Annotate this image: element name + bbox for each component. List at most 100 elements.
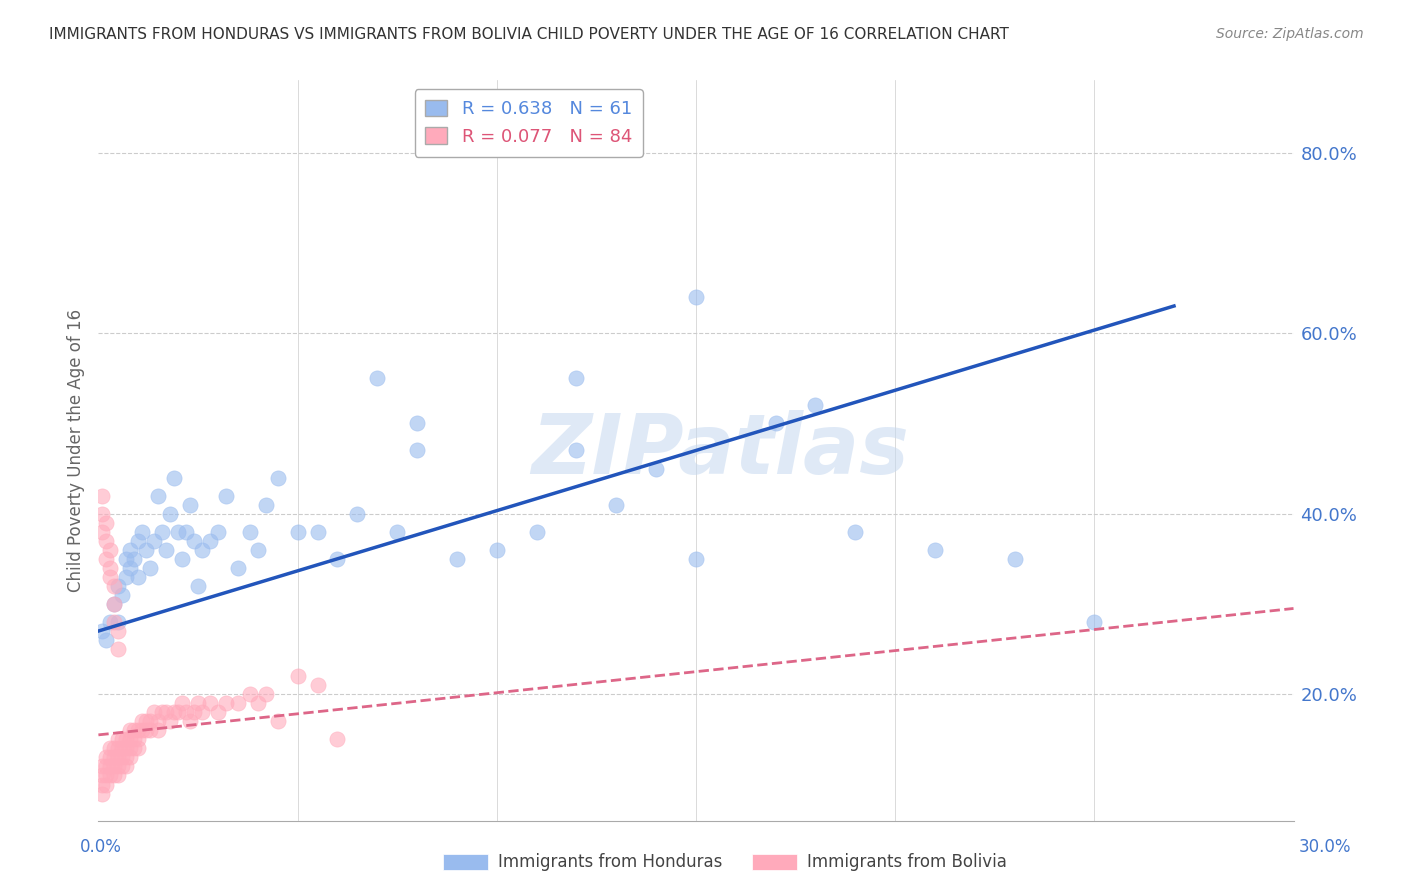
Point <box>139 723 162 738</box>
Point <box>215 696 238 710</box>
Point <box>120 561 142 575</box>
Point <box>91 524 114 539</box>
Point <box>111 750 134 764</box>
Point <box>254 687 277 701</box>
Point <box>148 723 170 738</box>
Point <box>685 551 707 566</box>
Point <box>254 498 277 512</box>
Point <box>167 706 190 720</box>
Point <box>107 579 129 593</box>
Point <box>98 561 122 575</box>
Point <box>103 768 125 782</box>
Point <box>198 696 221 710</box>
Point <box>103 741 125 756</box>
Point <box>207 524 229 539</box>
Point <box>565 371 588 385</box>
Point <box>103 579 125 593</box>
Point <box>924 542 946 557</box>
Point <box>226 696 249 710</box>
Point <box>307 678 329 692</box>
Point <box>96 633 118 648</box>
Point <box>150 706 173 720</box>
Y-axis label: Child Poverty Under the Age of 16: Child Poverty Under the Age of 16 <box>66 309 84 592</box>
Point <box>107 624 129 638</box>
Point <box>103 615 125 629</box>
Point <box>91 759 114 773</box>
Point <box>287 524 309 539</box>
Text: IMMIGRANTS FROM HONDURAS VS IMMIGRANTS FROM BOLIVIA CHILD POVERTY UNDER THE AGE : IMMIGRANTS FROM HONDURAS VS IMMIGRANTS F… <box>49 27 1010 42</box>
Point <box>91 768 114 782</box>
Point <box>239 687 262 701</box>
Point <box>127 570 149 584</box>
Point <box>159 507 181 521</box>
Point <box>179 498 201 512</box>
Point <box>155 706 177 720</box>
Point <box>207 706 229 720</box>
Point <box>131 524 153 539</box>
Point <box>191 542 214 557</box>
Point <box>96 551 118 566</box>
Text: Source: ZipAtlas.com: Source: ZipAtlas.com <box>1216 27 1364 41</box>
Point <box>96 533 118 548</box>
Point <box>179 714 201 729</box>
Point <box>107 615 129 629</box>
Point <box>385 524 409 539</box>
Point <box>96 750 118 764</box>
Point <box>198 533 221 548</box>
Text: ZIPatlas: ZIPatlas <box>531 410 908 491</box>
Point <box>96 516 118 530</box>
Point <box>91 778 114 792</box>
Point <box>115 570 138 584</box>
Point <box>96 778 118 792</box>
Point <box>124 732 146 747</box>
Point <box>765 417 787 431</box>
Point <box>98 768 122 782</box>
Point <box>326 551 349 566</box>
Point <box>124 551 146 566</box>
Point <box>187 579 209 593</box>
Point <box>155 542 177 557</box>
Point <box>124 723 146 738</box>
Point <box>135 542 157 557</box>
Point <box>111 732 134 747</box>
Point <box>307 524 329 539</box>
Point <box>139 714 162 729</box>
Point <box>103 597 125 611</box>
Point <box>135 714 157 729</box>
Point <box>1004 551 1026 566</box>
Point <box>120 732 142 747</box>
Point <box>191 706 214 720</box>
Point <box>167 524 190 539</box>
Point <box>366 371 388 385</box>
Point <box>148 489 170 503</box>
Point <box>103 750 125 764</box>
Point <box>148 714 170 729</box>
Point <box>91 489 114 503</box>
Point <box>287 669 309 683</box>
Point <box>685 290 707 304</box>
Point <box>150 524 173 539</box>
Point <box>406 417 429 431</box>
Point <box>103 759 125 773</box>
Point <box>239 524 262 539</box>
Point <box>98 542 122 557</box>
Point <box>107 732 129 747</box>
Point <box>226 561 249 575</box>
Point <box>120 750 142 764</box>
Point <box>135 723 157 738</box>
Point <box>115 741 138 756</box>
Legend: R = 0.638   N = 61, R = 0.077   N = 84: R = 0.638 N = 61, R = 0.077 N = 84 <box>415 89 643 156</box>
Point <box>526 524 548 539</box>
Point <box>98 759 122 773</box>
Point <box>139 561 162 575</box>
Point <box>565 443 588 458</box>
Point <box>172 696 194 710</box>
Point <box>103 597 125 611</box>
Point <box>645 461 668 475</box>
Text: Immigrants from Honduras: Immigrants from Honduras <box>498 853 723 871</box>
Point <box>115 551 138 566</box>
Point <box>107 642 129 657</box>
Text: 30.0%: 30.0% <box>1298 838 1351 855</box>
Point <box>163 706 186 720</box>
Point <box>246 542 269 557</box>
